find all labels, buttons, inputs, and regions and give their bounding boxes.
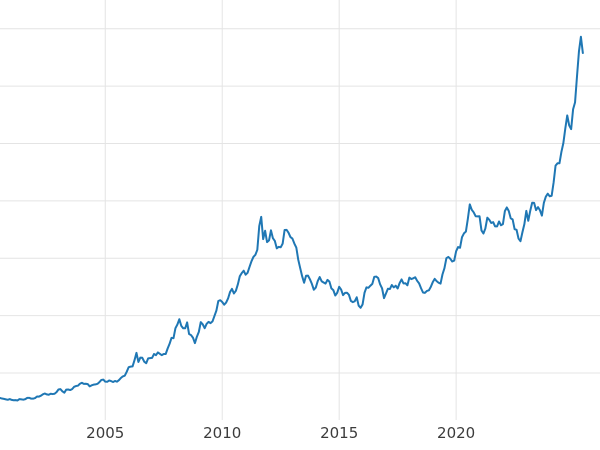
- grid-lines: [0, 0, 600, 420]
- x-axis-tick-labels: 2005 2010 2015 2020: [86, 424, 475, 442]
- price-line-series: [0, 35, 584, 402]
- x-tick-label: 2010: [203, 424, 241, 442]
- x-tick-label: 2015: [320, 424, 358, 442]
- x-tick-label: 2005: [86, 424, 124, 442]
- price-line: [0, 35, 584, 402]
- x-tick-label: 2020: [437, 424, 475, 442]
